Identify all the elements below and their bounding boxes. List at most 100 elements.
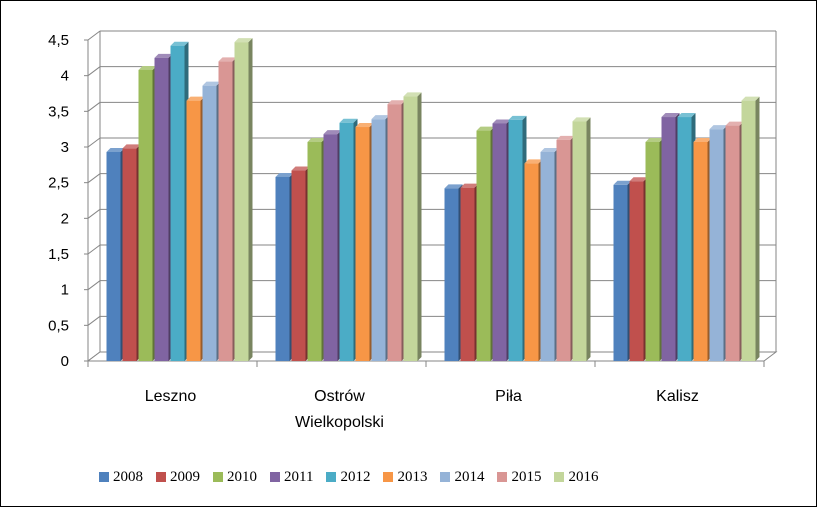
bar — [460, 183, 479, 361]
bar-face — [709, 129, 724, 361]
bar-top — [508, 115, 527, 120]
legend-item: 2014 — [440, 469, 484, 486]
bar-face — [218, 61, 233, 362]
y-tick-connector — [87, 30, 101, 41]
y-tick-connector — [87, 101, 101, 112]
bar-top — [645, 138, 664, 143]
bar — [138, 65, 157, 362]
legend-label: 2011 — [284, 468, 314, 485]
bar-top — [693, 138, 712, 143]
bar-top — [106, 147, 125, 152]
legend-item: 2011 — [270, 469, 313, 486]
y-tick-connector — [87, 173, 101, 184]
bar — [661, 113, 680, 361]
bar-face — [275, 176, 290, 361]
bar — [572, 117, 591, 361]
bar — [645, 138, 664, 361]
bar — [492, 119, 511, 362]
bar — [741, 96, 760, 361]
bar — [371, 115, 390, 362]
bar — [444, 184, 463, 361]
bar-side — [586, 117, 591, 361]
bar-top — [460, 183, 479, 188]
x-category-label: Kalisz — [656, 388, 699, 405]
legend-label: 2014 — [454, 468, 485, 485]
bar-face — [492, 123, 507, 362]
legend-item: 2015 — [497, 469, 541, 486]
bar-top — [291, 166, 310, 171]
y-tick-label: 3,5 — [48, 103, 69, 120]
bar — [387, 100, 406, 361]
y-tick-label: 2 — [61, 210, 69, 227]
legend: 2008 2009 2010 2011 2012 2013 2014 2015 2016 — [99, 466, 739, 488]
bar-top — [371, 115, 390, 120]
bar-face — [154, 57, 169, 361]
bar-face — [122, 148, 137, 361]
bar-face — [444, 188, 459, 361]
bar-top — [572, 117, 591, 122]
y-tick-label: 4 — [61, 68, 69, 85]
bar-side — [755, 96, 760, 361]
legend-swatch — [497, 472, 508, 482]
y-tick-label: 2,5 — [48, 175, 69, 192]
bar — [403, 92, 422, 361]
y-tick-connector — [87, 280, 101, 291]
bar-face — [540, 151, 555, 361]
bar-top — [629, 177, 648, 182]
legend-swatch — [156, 472, 166, 482]
bar-face — [661, 117, 676, 361]
bar-face — [307, 142, 322, 361]
bar-top — [492, 119, 511, 124]
bar — [508, 115, 527, 361]
legend-label: 2015 — [511, 468, 542, 485]
bar-face — [460, 187, 475, 361]
y-tick-label: 0 — [61, 353, 69, 370]
bar-top — [186, 96, 205, 101]
bar-top — [524, 159, 543, 164]
chart-floor — [86, 351, 778, 362]
legend-swatch — [383, 472, 394, 482]
legend-swatch — [554, 472, 565, 482]
legend-swatch — [326, 472, 337, 482]
bar-face — [508, 119, 523, 361]
bar — [202, 81, 221, 362]
y-tick-connector — [87, 244, 101, 255]
bar-top — [202, 81, 221, 86]
y-tick-connector — [87, 66, 101, 77]
bar-face — [741, 100, 756, 361]
bar-top — [122, 144, 141, 149]
bar — [122, 144, 141, 361]
bar-face — [355, 127, 370, 361]
bar-top — [476, 126, 495, 131]
bar-face — [106, 151, 121, 361]
bar — [629, 177, 648, 361]
bar — [613, 180, 632, 361]
bar-top — [218, 57, 237, 62]
legend-item: 2013 — [383, 469, 427, 486]
y-tick-connector — [87, 208, 101, 219]
bar — [218, 57, 237, 362]
bar-top — [307, 138, 326, 143]
bar — [307, 138, 326, 361]
bar-top — [613, 180, 632, 185]
bar-top — [725, 121, 744, 126]
legend-item: 2008 — [99, 469, 143, 486]
bar-top — [154, 53, 173, 58]
bar — [476, 126, 495, 362]
x-category-label: Ostrów — [314, 388, 365, 405]
bar — [154, 53, 173, 361]
legend-item: 2012 — [326, 469, 370, 486]
bar-side — [248, 38, 253, 361]
bar-top — [709, 125, 728, 130]
bar-face — [170, 45, 185, 361]
y-tick-label: 3 — [61, 139, 69, 156]
bar-top — [556, 135, 575, 140]
legend-label: 2008 — [113, 468, 143, 485]
bar — [677, 113, 696, 361]
bar-top — [677, 113, 696, 118]
bar-face — [234, 42, 249, 361]
legend-swatch — [213, 472, 223, 482]
legend-item: 2009 — [156, 469, 200, 486]
legend-swatch — [270, 472, 280, 482]
bar-top — [138, 65, 157, 70]
